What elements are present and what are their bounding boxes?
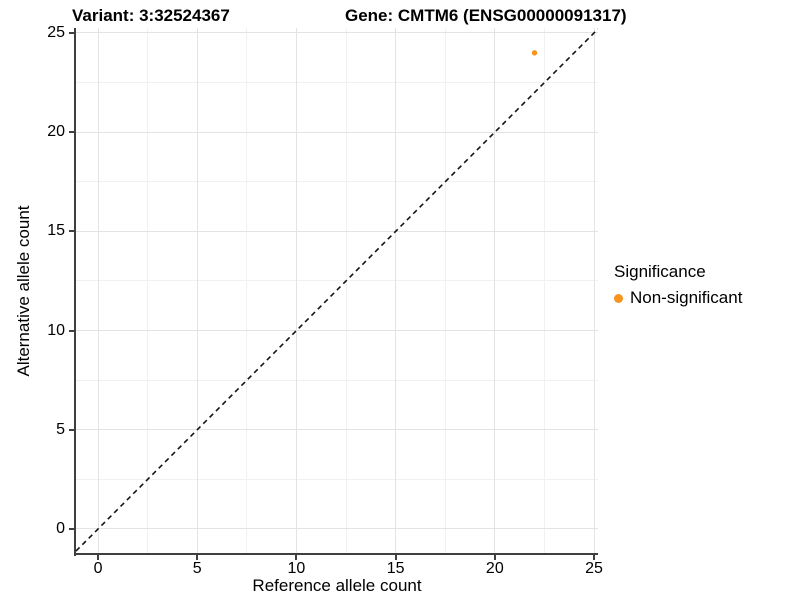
- x-gridline-major: [494, 28, 496, 554]
- y-gridline-minor: [76, 181, 598, 183]
- x-gridline-minor: [345, 28, 347, 554]
- y-tick-label: 25: [47, 23, 65, 41]
- legend: Significance Non-significant: [614, 262, 742, 308]
- legend-item-label: Non-significant: [630, 288, 743, 307]
- y-gridline-major: [76, 330, 598, 332]
- legend-key-dot-icon: [614, 293, 623, 303]
- x-tick-label: 20: [485, 560, 504, 577]
- plot-panel: [76, 28, 598, 554]
- y-axis-line: [74, 28, 76, 556]
- x-tick-label: 5: [192, 560, 202, 577]
- x-gridline-minor: [147, 28, 149, 554]
- y-gridline-major: [76, 429, 598, 431]
- x-tick: [196, 555, 199, 560]
- legend-title: Significance: [614, 262, 706, 281]
- y-gridline-minor: [76, 379, 598, 381]
- x-tick: [493, 555, 496, 560]
- y-gridline-major: [76, 32, 598, 34]
- x-gridline-major: [593, 28, 595, 554]
- plot-title-gene: Gene: CMTM6 (ENSG00000091317): [345, 6, 627, 25]
- y-tick-label: 5: [56, 420, 65, 438]
- x-tick-label: 0: [93, 560, 103, 577]
- x-gridline-minor: [246, 28, 248, 554]
- plot-title-variant: Variant: 3:32524367: [72, 6, 230, 25]
- x-axis-line: [74, 553, 598, 555]
- y-tick: [69, 31, 74, 34]
- x-tick: [295, 555, 298, 560]
- x-tick-label: 25: [585, 560, 603, 577]
- x-tick-label: 15: [386, 560, 405, 577]
- plot-geom-layer: [76, 28, 598, 552]
- x-tick: [394, 555, 397, 560]
- x-gridline-major: [395, 28, 397, 554]
- x-gridline-minor: [444, 28, 446, 554]
- y-tick: [69, 527, 74, 530]
- y-gridline-minor: [76, 478, 598, 480]
- y-tick: [69, 428, 74, 431]
- y-tick-label: 15: [47, 222, 65, 240]
- y-tick: [69, 329, 74, 332]
- x-tick-label: 10: [287, 560, 306, 577]
- y-gridline-minor: [76, 280, 598, 282]
- y-gridline-major: [76, 230, 598, 232]
- y-tick-label: 20: [47, 123, 65, 141]
- data-point: [531, 50, 538, 56]
- points-layer: [531, 50, 538, 56]
- y-gridline-major: [76, 528, 598, 530]
- y-tick-label: 10: [47, 321, 65, 339]
- y-tick: [69, 131, 74, 134]
- x-gridline-minor: [543, 28, 545, 554]
- y-tick: [69, 230, 74, 233]
- y-gridline-minor: [76, 82, 598, 84]
- x-tick: [97, 555, 100, 560]
- y-axis-title: Alternative allele count: [14, 205, 33, 377]
- y-tick-label: 0: [56, 519, 65, 537]
- legend-item: Non-significant: [614, 288, 742, 308]
- x-gridline-major: [196, 28, 198, 554]
- x-gridline-major: [97, 28, 99, 554]
- identity-dashed-line: [76, 28, 598, 552]
- x-tick: [593, 555, 596, 560]
- x-axis-title: Reference allele count: [252, 576, 422, 595]
- legend-items: Non-significant: [614, 288, 742, 308]
- y-gridline-major: [76, 131, 598, 133]
- x-gridline-major: [295, 28, 297, 554]
